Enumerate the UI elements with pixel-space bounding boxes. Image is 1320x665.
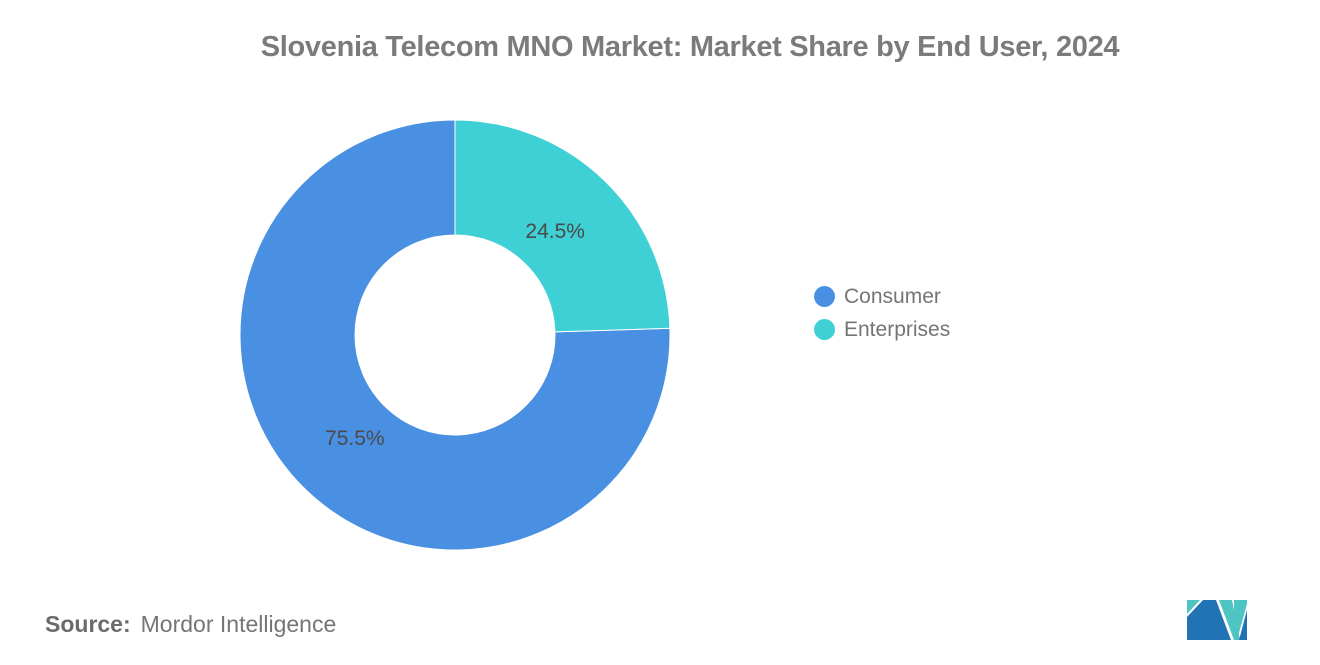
source-label: Source: [45, 611, 131, 637]
legend-item-consumer[interactable]: Consumer [814, 286, 950, 307]
legend-item-enterprises[interactable]: Enterprises [814, 319, 950, 340]
donut-slice-enterprises[interactable] [454, 119, 671, 333]
source-value: Mordor Intelligence [140, 611, 337, 637]
logo-shape-teal-triangle [1187, 600, 1200, 614]
legend-marker-consumer-icon [814, 286, 835, 307]
legend: Consumer Enterprises [814, 286, 950, 340]
legend-label-enterprises: Enterprises [844, 318, 951, 341]
donut-slice-consumer[interactable] [239, 119, 671, 551]
logo-shape-blue-left [1187, 600, 1231, 640]
chart-title: Slovenia Telecom MNO Market: Market Shar… [260, 31, 1120, 63]
mordor-intelligence-logo [1187, 600, 1247, 640]
legend-marker-enterprises-icon [814, 319, 835, 340]
source-attribution: Source: Mordor Intelligence [45, 611, 336, 638]
logo-shape-teal-right [1234, 600, 1247, 640]
legend-label-consumer: Consumer [844, 285, 941, 308]
slice-label-enterprises: 24.5% [525, 220, 585, 243]
logo-shape-blue-right-triangle [1239, 610, 1247, 640]
slice-label-consumer: 75.5% [325, 427, 385, 450]
